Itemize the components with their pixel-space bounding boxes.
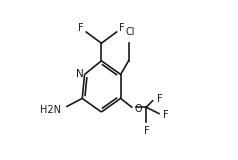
Text: Cl: Cl (126, 27, 135, 37)
Text: F: F (119, 23, 124, 33)
Text: F: F (78, 23, 84, 33)
Text: N: N (76, 69, 84, 79)
Text: H2N: H2N (40, 105, 61, 115)
Text: F: F (157, 94, 163, 104)
Text: F: F (144, 126, 149, 136)
Text: F: F (163, 110, 168, 120)
Text: O: O (134, 104, 142, 114)
